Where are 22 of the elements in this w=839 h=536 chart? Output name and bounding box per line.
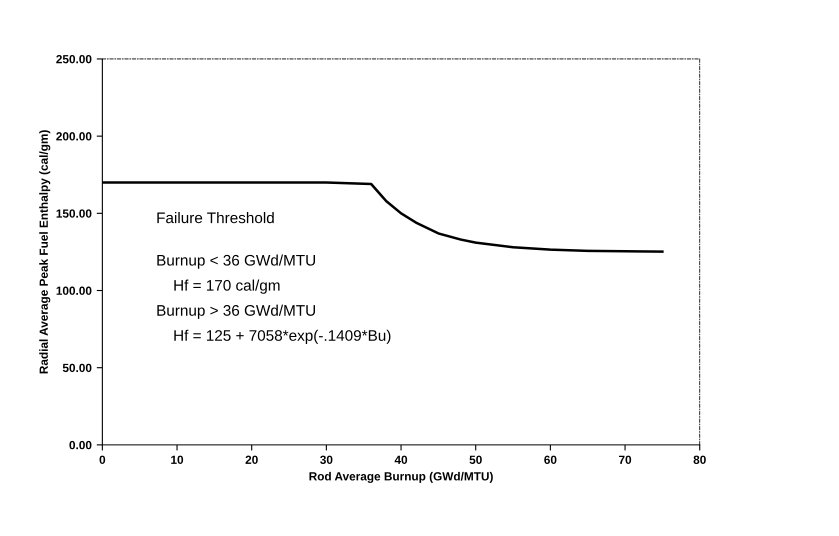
annotation: Burnup < 36 GWd/MTU [157, 254, 315, 269]
annotation: Hf = 125 + 7058*exp(-.1409*Bu) [174, 330, 390, 344]
y-tick-label: 0.00 [69, 440, 92, 450]
y-tick-label: 50.00 [62, 364, 92, 372]
x-tick-label: 70 [618, 456, 632, 464]
x-tick-label: 10 [171, 456, 184, 464]
annotation: Hf = 170 cal/gm [174, 280, 280, 294]
x-tick-label: 60 [544, 456, 556, 464]
y-tick-label: 250.00 [56, 54, 92, 64]
y-axis-title: Radial Average Peak Fuel Enthalpy (cal/gm) [39, 130, 50, 374]
y-tick-label: 200.00 [56, 132, 92, 141]
y-tick-label: 100.00 [56, 286, 92, 295]
y-tick-label: 150.00 [56, 209, 92, 218]
annotation: Burnup > 36 GWd/MTU [157, 304, 315, 319]
x-axis-title: Rod Average Burnup (GWd/MTU) [309, 472, 493, 483]
x-tick-label: 0 [100, 456, 106, 464]
x-tick-label: 40 [394, 456, 408, 464]
x-tick-label: 80 [694, 456, 706, 464]
x-tick-label: 30 [320, 456, 332, 464]
annotation: Failure Threshold [157, 212, 274, 224]
x-tick-label: 50 [470, 456, 482, 464]
x-tick-label: 20 [246, 456, 258, 464]
